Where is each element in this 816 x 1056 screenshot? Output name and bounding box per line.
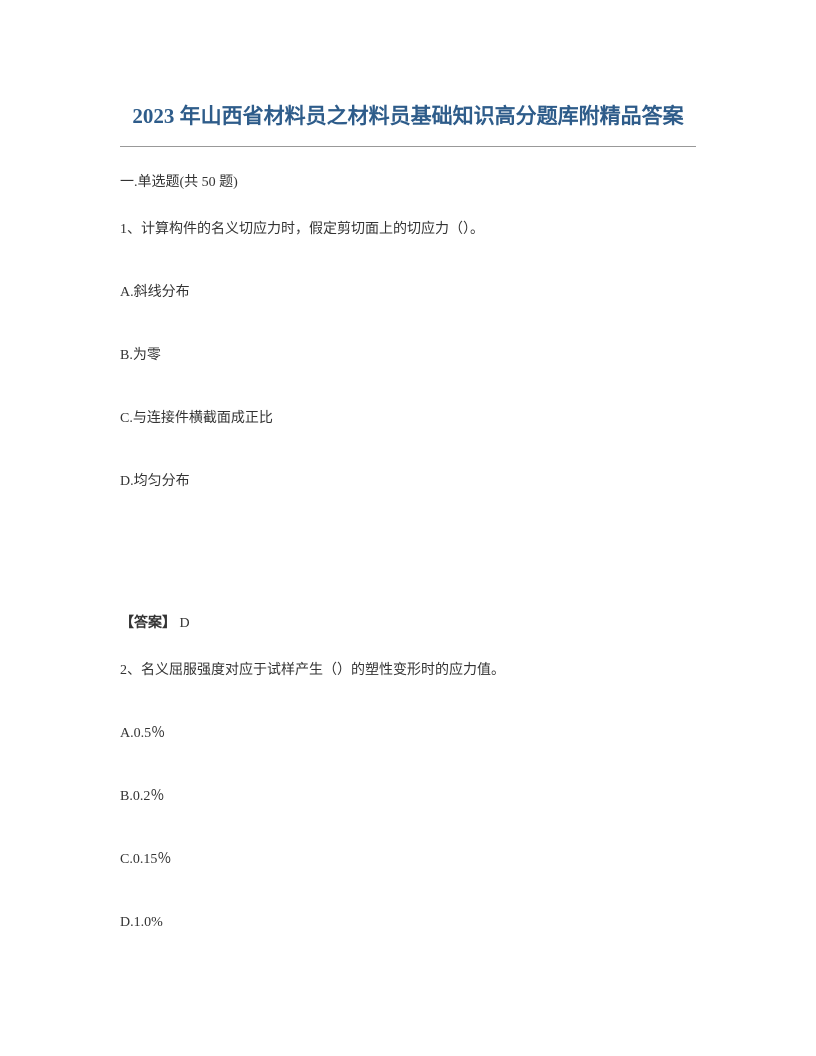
question-2-option-b: B.0.2％ — [120, 786, 696, 807]
question-1-option-a: A.斜线分布 — [120, 282, 696, 303]
question-1-text: 1、计算构件的名义切应力时，假定剪切面上的切应力（）。 — [120, 219, 696, 240]
page-content: 2023 年山西省材料员之材料员基础知识高分题库附精品答案 一.单选题(共 50… — [0, 0, 816, 1035]
question-1-option-c: C.与连接件横截面成正比 — [120, 408, 696, 429]
question-2-option-a: A.0.5％ — [120, 723, 696, 744]
question-1-answer: 【答案】 D — [120, 612, 696, 632]
question-1-option-b: B.为零 — [120, 345, 696, 366]
question-2-option-d: D.1.0% — [120, 912, 696, 933]
question-1-option-d: D.均匀分布 — [120, 471, 696, 492]
question-2-text: 2、名义屈服强度对应于试样产生（）的塑性变形时的应力值。 — [120, 660, 696, 681]
answer-value: D — [176, 616, 190, 631]
document-title: 2023 年山西省材料员之材料员基础知识高分题库附精品答案 — [120, 100, 696, 147]
answer-label: 【答案】 — [120, 616, 176, 631]
section-heading: 一.单选题(共 50 题) — [120, 171, 696, 191]
question-2-option-c: C.0.15％ — [120, 849, 696, 870]
